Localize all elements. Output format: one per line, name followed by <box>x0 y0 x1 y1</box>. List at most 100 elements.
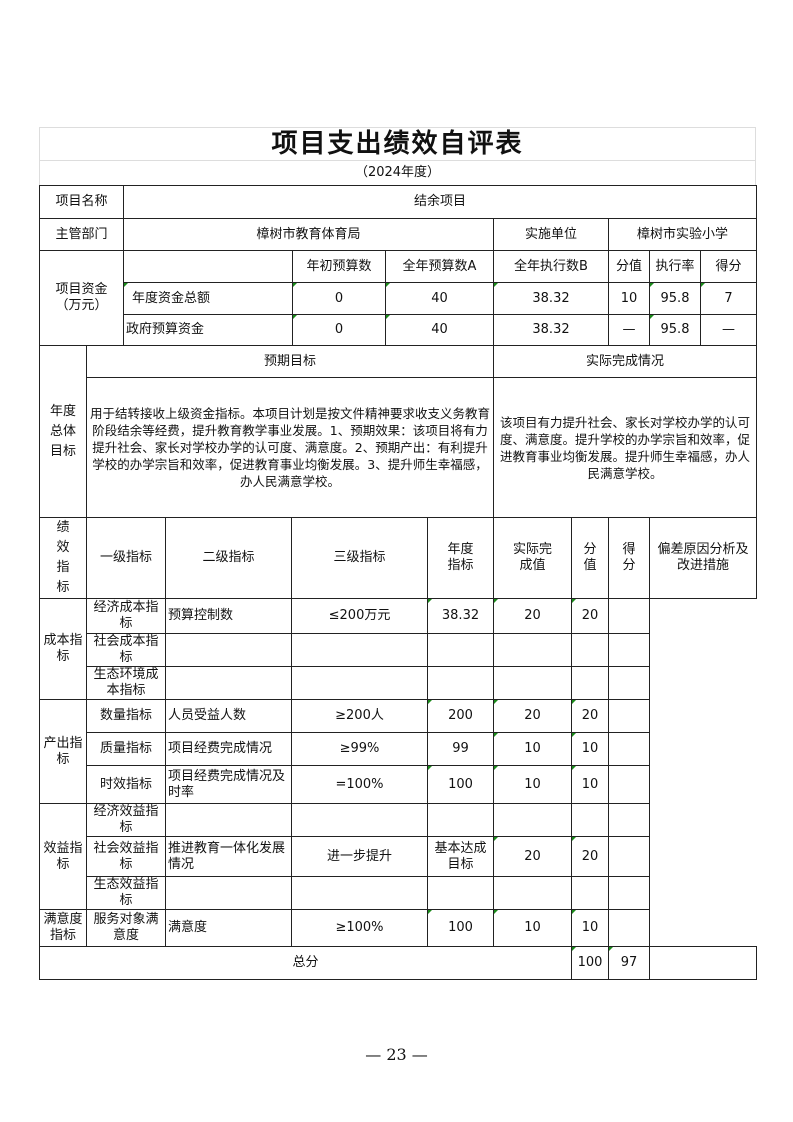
level3-indicator: 预算控制数 <box>165 598 292 634</box>
score: 20 <box>571 598 609 634</box>
funds-cell: — <box>608 314 650 346</box>
actual-value: 100 <box>427 765 494 804</box>
annual-target: ≥99% <box>291 732 428 766</box>
indicators-table: 绩效指标 一级指标 二级指标 三级指标 年度指标 实际完成值 分值 得分 偏差原… <box>39 517 757 980</box>
deviation-note <box>608 803 650 837</box>
indicator-row: 时效指标 项目经费完成情况及时率 =100% 100 10 10 <box>40 765 757 804</box>
funds-header-blank <box>123 250 293 283</box>
funds-cell: 0 <box>292 314 386 346</box>
funds-row-label: 政府预算资金 <box>123 314 293 346</box>
deviation-note <box>608 909 650 947</box>
deviation-note <box>608 836 650 877</box>
total-score: 97 <box>608 946 650 980</box>
total-points: 100 <box>571 946 609 980</box>
level2-indicator: 经济效益指标 <box>86 803 166 837</box>
funds-header: 得分 <box>699 250 758 283</box>
dept-label: 主管部门 <box>39 218 124 251</box>
level1-indicator: 成本指标 <box>39 598 87 700</box>
actual-value: 100 <box>427 909 494 947</box>
funds-cell: — <box>699 314 758 346</box>
indicator-row: 社会效益指标 推进教育一体化发展情况 进一步提升 基本达成目标 20 20 <box>40 836 757 877</box>
funds-label: 项目资金（万元） <box>39 250 124 346</box>
level2-indicator: 生态环境成本指标 <box>86 666 166 700</box>
points <box>493 666 572 700</box>
level1-indicator: 效益指标 <box>39 803 87 910</box>
annual-target: =100% <box>291 765 428 804</box>
deviation-note <box>608 876 650 910</box>
expected-goal-text: 用于结转接收上级资金指标。本项目计划是按文件精神要求收支义务教育阶段结余等经费，… <box>86 377 494 518</box>
level3-indicator: 满意度 <box>165 909 292 947</box>
goals-label: 年度总体目标 <box>39 345 87 518</box>
title-table: 项目支出绩效自评表 （2024年度） <box>39 127 756 186</box>
score: 10 <box>571 732 609 766</box>
score: 10 <box>571 909 609 947</box>
indicator-row: 社会成本指标 <box>40 633 757 667</box>
level3-indicator <box>165 876 292 910</box>
level2-indicator: 服务对象满意度 <box>86 909 166 947</box>
points <box>493 876 572 910</box>
ind-header: 年度指标 <box>427 517 494 599</box>
unit-label: 实施单位 <box>493 218 609 251</box>
actual-value: 38.32 <box>427 598 494 634</box>
points <box>493 803 572 837</box>
funds-row: 年度资金总额 0 40 38.32 10 95.8 7 <box>40 282 758 315</box>
level3-indicator <box>165 633 292 667</box>
level2-indicator: 社会效益指标 <box>86 836 166 877</box>
annual-target <box>291 803 428 837</box>
level1-indicator: 满意度指标 <box>39 909 87 947</box>
indicator-row: 效益指标 经济效益指标 <box>39 803 757 910</box>
actual-value: 200 <box>427 699 494 733</box>
indicator-row: 产出指标 数量指标 人员受益人数 ≥200人 200 20 20 <box>39 699 757 804</box>
year-subtitle: （2024年度） <box>39 160 756 186</box>
level1-indicator: 产出指标 <box>39 699 87 804</box>
indicator-row: 生态环境成本指标 <box>40 666 757 700</box>
score: 20 <box>571 836 609 877</box>
funds-header: 分值 <box>608 250 650 283</box>
score: 10 <box>571 765 609 804</box>
score <box>571 876 609 910</box>
ind-header: 一级指标 <box>86 517 166 599</box>
annual-target: ≥200人 <box>291 699 428 733</box>
funds-row: 政府预算资金 0 40 38.32 — 95.8 — <box>40 314 758 346</box>
annual-target <box>291 633 428 667</box>
indicator-row: 满意度指标 服务对象满意度 满意度 ≥100% 100 10 10 <box>39 909 757 947</box>
points: 20 <box>493 699 572 733</box>
deviation-note <box>608 598 650 634</box>
level3-indicator <box>165 803 292 837</box>
funds-cell: 38.32 <box>493 314 609 346</box>
actual-value <box>427 666 494 700</box>
ind-header: 二级指标 <box>165 517 292 599</box>
funds-header: 全年预算数A <box>385 250 494 283</box>
funds-cell: 40 <box>385 282 494 315</box>
project-name: 结余项目 <box>122 185 758 219</box>
actual-value: 99 <box>427 732 494 766</box>
actual-header: 实际完成情况 <box>493 345 757 378</box>
level2-indicator: 质量指标 <box>86 732 166 766</box>
actual-value <box>427 803 494 837</box>
points: 10 <box>493 765 572 804</box>
funds-cell: 95.8 <box>649 282 701 315</box>
annual-target: 进一步提升 <box>291 836 428 877</box>
score <box>571 803 609 837</box>
actual-value <box>427 876 494 910</box>
deviation-note <box>608 765 650 804</box>
ind-header: 分值 <box>571 517 609 599</box>
annual-target: ≤200万元 <box>291 598 428 634</box>
funds-cell: 40 <box>385 314 494 346</box>
goals-table: 年度总体目标 预期目标 实际完成情况 用于结转接收上级资金指标。本项目计划是按文… <box>39 345 757 518</box>
deviation-note <box>608 633 650 667</box>
actual-value <box>427 633 494 667</box>
project-name-label: 项目名称 <box>39 185 124 219</box>
actual-completion-text: 该项目有力提升社会、家长对学校办学的认可度、满意度。提升学校的办学宗旨和效率，促… <box>493 377 757 518</box>
points <box>493 633 572 667</box>
expected-header: 预期目标 <box>86 345 494 378</box>
funds-row-label: 年度资金总额 <box>123 282 293 315</box>
project-info-table: 项目名称 结余项目 主管部门 樟树市教育体育局 实施单位 樟树市实验小学 项目资… <box>39 185 758 346</box>
score <box>571 633 609 667</box>
funds-cell: 10 <box>608 282 650 315</box>
deviation-note <box>608 699 650 733</box>
funds-cell: 38.32 <box>493 282 609 315</box>
annual-target: ≥100% <box>291 909 428 947</box>
total-note <box>649 946 757 980</box>
dept: 樟树市教育体育局 <box>123 218 494 251</box>
